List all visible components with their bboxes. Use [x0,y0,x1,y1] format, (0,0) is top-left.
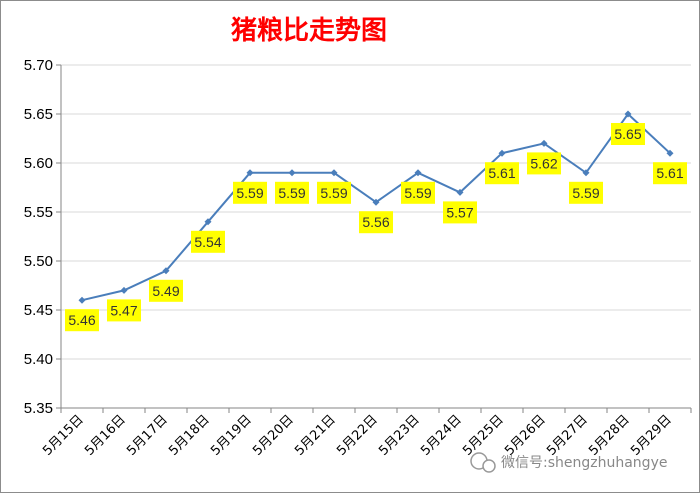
data-point [498,149,506,157]
watermark-text: 微信号:shengzhuhangye [501,455,667,471]
data-label-box [65,309,99,332]
data-point [78,296,86,304]
data-label-text: 5.61 [488,165,515,181]
data-label-text: 5.59 [320,185,347,201]
x-tick-label: 5月23日 [376,412,423,459]
x-tick-label: 5月19日 [208,412,255,459]
data-label: 5.57 [443,201,477,224]
y-tick-label: 5.50 [24,253,53,270]
data-label-text: 5.65 [614,126,641,142]
axes [56,64,692,413]
data-label-text: 5.56 [362,214,389,230]
data-label-box [149,279,183,302]
data-label: 5.47 [107,299,141,322]
x-tick-label: 5月24日 [418,412,465,459]
x-tick-label: 5月20日 [250,412,297,459]
data-point [120,286,128,294]
data-label-box [653,162,687,185]
data-label-box [485,162,519,185]
y-tick-label: 5.40 [24,351,53,368]
data-label-box [527,152,561,175]
data-label: 5.62 [527,152,561,175]
data-label-box [401,181,435,204]
x-tick-label: 5月16日 [82,412,129,459]
x-tick-label: 5月22日 [334,412,381,459]
data-label: 5.46 [65,309,99,332]
data-label-text: 5.46 [68,312,95,328]
x-tick-label: 5月18日 [166,412,213,459]
data-label-box [191,230,225,253]
data-label: 5.59 [233,181,267,204]
y-tick-label: 5.65 [24,106,53,123]
wechat-icon [470,452,496,473]
data-label: 5.59 [275,181,309,204]
x-tick-label: 5月25日 [460,412,507,459]
data-label-text: 5.61 [656,165,683,181]
chart-title: 猪粮比走势图 [231,15,387,46]
y-tick-label: 5.35 [24,400,53,417]
data-label-text: 5.59 [572,185,599,201]
data-label-text: 5.62 [530,155,557,171]
data-point [414,169,422,177]
data-label-box [611,123,645,145]
data-label-box [107,299,141,322]
data-label-box [443,201,477,224]
watermark: 微信号:shengzhuhangye [470,452,667,473]
data-label-box [317,181,351,204]
x-axis-ticks: 5月15日5月16日5月17日5月18日5月19日5月20日5月21日5月22日… [40,412,675,459]
data-label-box [359,211,393,234]
data-label: 5.65 [611,123,645,145]
data-label: 5.59 [317,181,351,204]
data-point [624,110,632,118]
data-label-text: 5.49 [152,283,179,299]
data-point [666,149,674,157]
series-line [81,112,671,302]
data-point [204,218,212,226]
data-label: 5.61 [653,162,687,185]
y-tick-label: 5.60 [24,155,53,172]
data-label: 5.54 [191,230,225,253]
data-label: 5.49 [149,279,183,302]
gridlines [61,64,691,360]
y-tick-label: 5.55 [24,204,53,221]
x-tick-label: 5月17日 [124,412,171,459]
y-tick-label: 5.45 [24,302,53,319]
data-label: 5.56 [359,211,393,234]
x-tick-label: 5月27日 [544,412,591,459]
data-label-box [569,181,603,204]
data-label-box [233,181,267,204]
data-label-text: 5.59 [278,185,305,201]
data-point [330,169,338,177]
data-labels: 5.46 5.47 5.49 5.54 5.59 5.59 5.59 5.56 5.59 5.57… [65,123,687,332]
data-point [456,188,464,196]
data-point [162,267,170,275]
data-label-text: 5.59 [404,185,431,201]
data-label-box [275,181,309,204]
data-point [246,169,254,177]
x-tick-label: 5月29日 [628,412,675,459]
x-tick-label: 5月15日 [40,412,87,459]
data-label: 5.61 [485,162,519,185]
data-point [288,169,296,177]
data-label: 5.59 [569,181,603,204]
x-tick-label: 5月26日 [502,412,549,459]
data-label-text: 5.59 [236,185,263,201]
y-axis-ticks: 5.35 5.40 5.45 5.50 5.55 5.60 5.65 5.70 [24,57,53,417]
data-point [540,139,548,147]
x-tick-label: 5月28日 [586,412,633,459]
data-point [372,198,380,206]
data-point [582,169,590,177]
x-tick-label: 5月21日 [292,412,339,459]
data-label-text: 5.47 [110,302,137,318]
series-line-layer [78,110,674,304]
data-label-text: 5.57 [446,204,473,220]
data-label: 5.59 [401,181,435,204]
y-tick-label: 5.70 [24,57,53,74]
data-label-text: 5.54 [194,234,221,250]
